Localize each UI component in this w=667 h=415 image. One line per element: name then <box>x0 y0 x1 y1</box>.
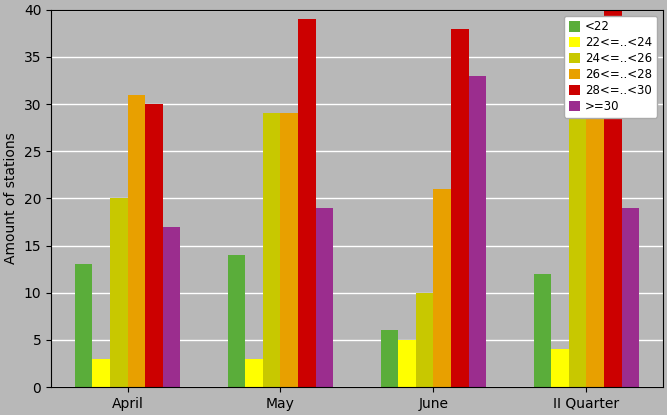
Bar <box>163 227 180 387</box>
Bar <box>416 293 434 387</box>
Bar <box>586 113 604 387</box>
Bar <box>281 113 298 387</box>
Bar <box>451 29 469 387</box>
Bar <box>298 19 315 387</box>
Bar <box>434 189 451 387</box>
Bar <box>75 264 92 387</box>
Bar <box>127 95 145 387</box>
Bar <box>604 10 622 387</box>
Bar <box>145 104 163 387</box>
Bar <box>227 255 245 387</box>
Bar <box>622 208 639 387</box>
Bar <box>315 208 334 387</box>
Bar <box>469 76 486 387</box>
Bar <box>110 198 127 387</box>
Bar <box>92 359 110 387</box>
Bar <box>245 359 263 387</box>
Bar <box>398 340 416 387</box>
Bar <box>569 113 586 387</box>
Bar <box>263 113 281 387</box>
Bar <box>534 274 551 387</box>
Bar <box>381 330 398 387</box>
Y-axis label: Amount of stations: Amount of stations <box>4 132 18 264</box>
Bar <box>551 349 569 387</box>
Legend: <22, 22<=..<24, 24<=..<26, 26<=..<28, 28<=..<30, >=30: <22, 22<=..<24, 24<=..<26, 26<=..<28, 28… <box>564 16 657 118</box>
